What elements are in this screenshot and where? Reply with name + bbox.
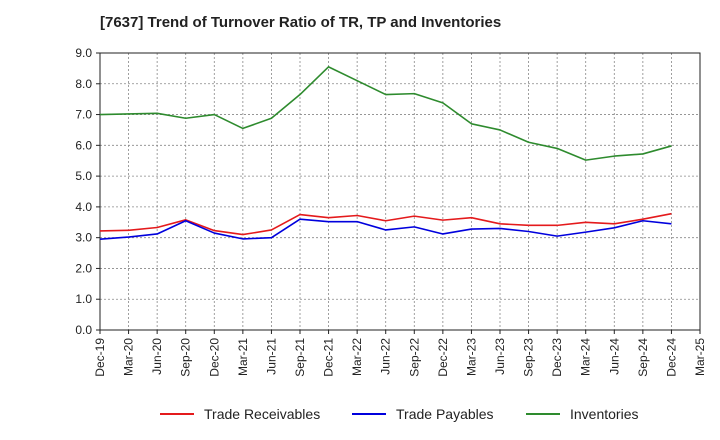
x-tick-label: Dec-24: [664, 338, 678, 377]
y-axis: 0.0 1.0 2.0 3.0 4.0 5.0 6.0 7.0 8.0 9.0: [75, 46, 100, 337]
x-tick-label: Mar-21: [236, 338, 250, 376]
x-tick-label: Jun-22: [379, 338, 393, 375]
plot-area-frame: [99, 52, 701, 331]
x-axis: Dec-19 Mar-20 Jun-20 Sep-20 Dec-20 Mar-21 Jun-…: [93, 330, 707, 377]
y-tick-label: 9.0: [75, 46, 92, 60]
y-tick-label: 1.0: [75, 292, 92, 306]
x-tick-label: Sep-24: [636, 338, 650, 377]
x-tick-label: Mar-24: [579, 338, 593, 376]
legend-label: Inventories: [570, 406, 638, 422]
legend: Trade Receivables Trade Payables Inventori…: [160, 406, 638, 422]
y-tick-label: 7.0: [75, 108, 92, 122]
x-tick-label: Jun-21: [264, 338, 278, 375]
x-tick-label: Sep-21: [293, 338, 307, 377]
x-tick-label: Sep-23: [522, 338, 536, 377]
y-tick-label: 5.0: [75, 169, 92, 183]
x-tick-label: Dec-19: [93, 338, 107, 377]
x-tick-label: Sep-20: [179, 338, 193, 377]
series-line-trade-receivables: [99, 212, 672, 236]
y-tick-label: 8.0: [75, 77, 92, 91]
y-tick-label: 0.0: [75, 323, 92, 337]
y-tick-label: 4.0: [75, 200, 92, 214]
legend-label: Trade Payables: [396, 406, 494, 422]
legend-label: Trade Receivables: [204, 406, 320, 422]
x-tick-label: Dec-20: [207, 338, 221, 377]
x-tick-label: Sep-22: [407, 338, 421, 377]
x-tick-label: Dec-21: [322, 338, 336, 377]
x-tick-label: Jun-23: [493, 338, 507, 375]
x-tick-label: Mar-23: [464, 338, 478, 376]
x-tick-label: Mar-20: [122, 338, 136, 376]
x-tick-label: Jun-24: [607, 338, 621, 375]
x-tick-label: Jun-20: [150, 338, 164, 375]
y-tick-label: 3.0: [75, 231, 92, 245]
series-line-inventories: [99, 66, 672, 161]
x-tick-label: Dec-22: [436, 338, 450, 377]
y-tick-label: 6.0: [75, 138, 92, 152]
x-tick-label: Dec-23: [550, 338, 564, 377]
y-tick-label: 2.0: [75, 261, 92, 275]
x-tick-label: Mar-22: [350, 338, 364, 376]
series-lines: [99, 66, 672, 241]
chart-title: [7637] Trend of Turnover Ratio of TR, TP…: [100, 14, 502, 31]
series-line-trade-payables: [99, 218, 672, 241]
x-tick-label: Mar-25: [693, 338, 707, 376]
